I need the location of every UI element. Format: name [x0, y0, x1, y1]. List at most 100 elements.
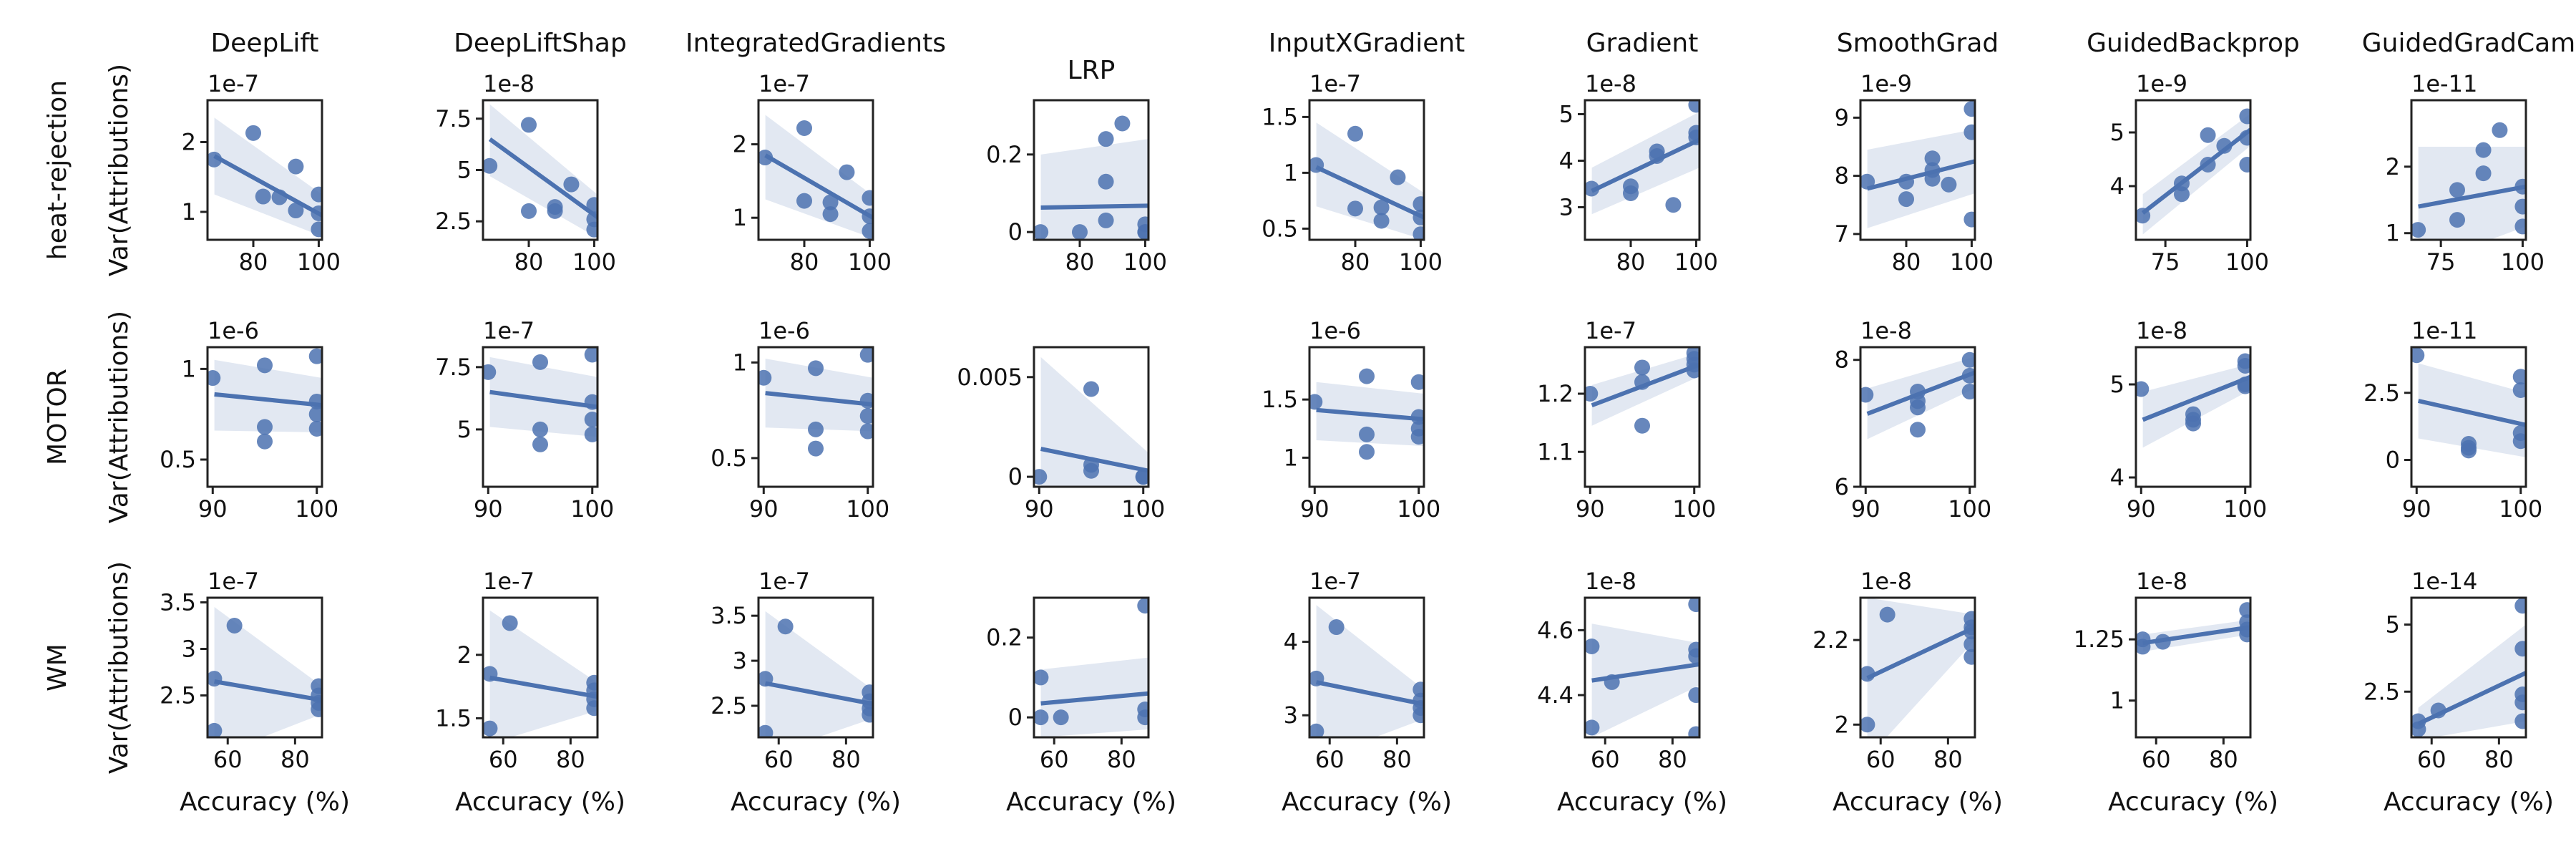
regression-line	[1040, 203, 1148, 210]
data-point	[1034, 669, 1049, 686]
data-point	[1860, 173, 1875, 190]
y-tick-label: 1	[1284, 444, 1298, 471]
y-tick-label: 2	[1835, 711, 1849, 738]
column-title-integratedgradients: IntegratedGradients	[686, 29, 946, 58]
data-point	[2200, 127, 2216, 143]
data-point	[2216, 137, 2233, 154]
data-point	[2512, 382, 2526, 398]
x-tick-label: 100	[1399, 248, 1443, 276]
data-point	[1634, 359, 1650, 376]
y-tick-label: 5	[2110, 119, 2124, 146]
data-point	[257, 433, 273, 450]
y-axis-label: Var(Attributions)	[104, 561, 134, 774]
x-tick-label: 100	[1121, 495, 1165, 523]
panel-motor-guidedgradcam: 90 100 0 2.5 1e-11	[2363, 317, 2542, 523]
regression-line	[2418, 184, 2526, 209]
data-point	[1688, 100, 1699, 113]
x-axis-label: Accuracy (%)	[1557, 787, 1727, 817]
panel-motor-deepliftshap: 90 100 5 7.5 1e-7	[435, 317, 614, 523]
axis-offset-label: 1e-7	[483, 317, 535, 344]
data-point	[859, 392, 873, 409]
panel-plot-area	[1309, 605, 1424, 737]
data-point	[1963, 124, 1975, 140]
regression-line	[213, 154, 322, 218]
x-tick-label: 100	[572, 248, 616, 276]
y-tick-label: 0.5	[1262, 215, 1298, 242]
data-point	[808, 440, 824, 457]
regression-line	[1316, 407, 1424, 422]
panel-wm-guidedgradcam: 60 80 2.5 5 1e-14 Accuracy (%)	[2363, 568, 2554, 817]
x-tick-label: 100	[848, 248, 892, 276]
y-tick-label: 4.6	[1537, 616, 1574, 644]
x-tick-label: 80	[790, 248, 819, 276]
data-point	[1309, 157, 1324, 173]
y-tick-label: 0	[1008, 463, 1023, 490]
panel-plot-area	[1309, 122, 1424, 240]
axis-offset-label: 1e-7	[1585, 317, 1636, 344]
regression-line	[488, 137, 597, 219]
panel-plot-area	[1034, 115, 1148, 240]
y-tick-label: 8	[1835, 346, 1849, 374]
panel-plot-area	[2411, 122, 2526, 240]
data-point	[2512, 433, 2526, 450]
y-tick-label: 8	[1835, 162, 1849, 190]
x-tick-label: 100	[846, 495, 889, 523]
data-point	[1309, 723, 1324, 737]
data-point	[2185, 415, 2201, 432]
data-point	[2514, 598, 2526, 614]
confidence-band	[2142, 364, 2250, 448]
x-axis-label: Accuracy (%)	[1833, 787, 2003, 817]
data-point	[1910, 422, 1926, 438]
axes-frame	[1584, 346, 1701, 488]
data-point	[1309, 394, 1323, 410]
regression-line	[2141, 127, 2250, 215]
row-labels: heat-rejection MOTOR WM	[43, 80, 72, 691]
y-tick-label: 0	[1008, 218, 1023, 246]
data-point	[547, 199, 563, 215]
axis-offset-label: 1e-9	[2136, 70, 2187, 97]
y-tick-label: 1.5	[1262, 386, 1298, 413]
data-point	[1688, 598, 1699, 613]
data-point	[2475, 142, 2492, 158]
data-point	[862, 223, 873, 239]
data-point	[483, 364, 497, 380]
y-tick-label: 2	[457, 641, 472, 669]
axes-frame	[1033, 596, 1150, 739]
regression-line	[1315, 680, 1424, 707]
y-tick-label: 4	[1284, 629, 1298, 656]
data-point	[586, 700, 597, 717]
x-axis-label: Accuracy (%)	[455, 787, 625, 817]
axes-frame	[2135, 99, 2252, 241]
panel-plot-area	[208, 348, 322, 450]
panel-plot-area	[2411, 347, 2526, 459]
axes-frame	[1033, 99, 1150, 241]
data-point	[2492, 122, 2508, 138]
data-point	[1053, 709, 1069, 726]
panel-plot-area	[2136, 108, 2250, 235]
x-tick-label: 75	[2426, 248, 2456, 276]
y-tick-label: 1	[733, 204, 747, 231]
data-point	[532, 436, 548, 452]
y-tick-label: 5	[2110, 371, 2124, 398]
x-tick-label: 90	[749, 495, 779, 523]
data-point	[1137, 709, 1148, 726]
data-point	[808, 360, 824, 377]
data-point	[2200, 157, 2216, 173]
data-point	[1328, 619, 1345, 636]
axes-frame	[2410, 346, 2527, 488]
data-point	[758, 369, 772, 386]
data-point	[257, 357, 273, 374]
x-tick-label: 60	[1040, 746, 1069, 773]
column-title-deeplift: DeepLift	[210, 29, 318, 58]
data-point	[208, 722, 223, 737]
confidence-band	[1591, 623, 1699, 737]
data-point	[1963, 101, 1975, 117]
data-point	[483, 157, 498, 174]
data-point	[1963, 623, 1975, 640]
confidence-band	[489, 104, 597, 238]
panel-wm-smoothgrad: 60 80 2 2.2 1e-8 Accuracy (%)	[1813, 568, 2003, 817]
x-tick-label: 80	[1933, 746, 1963, 773]
data-point	[822, 206, 839, 223]
axes-frame	[1308, 99, 1425, 241]
column-title-guidedbackprop: GuidedBackprop	[2087, 29, 2300, 58]
